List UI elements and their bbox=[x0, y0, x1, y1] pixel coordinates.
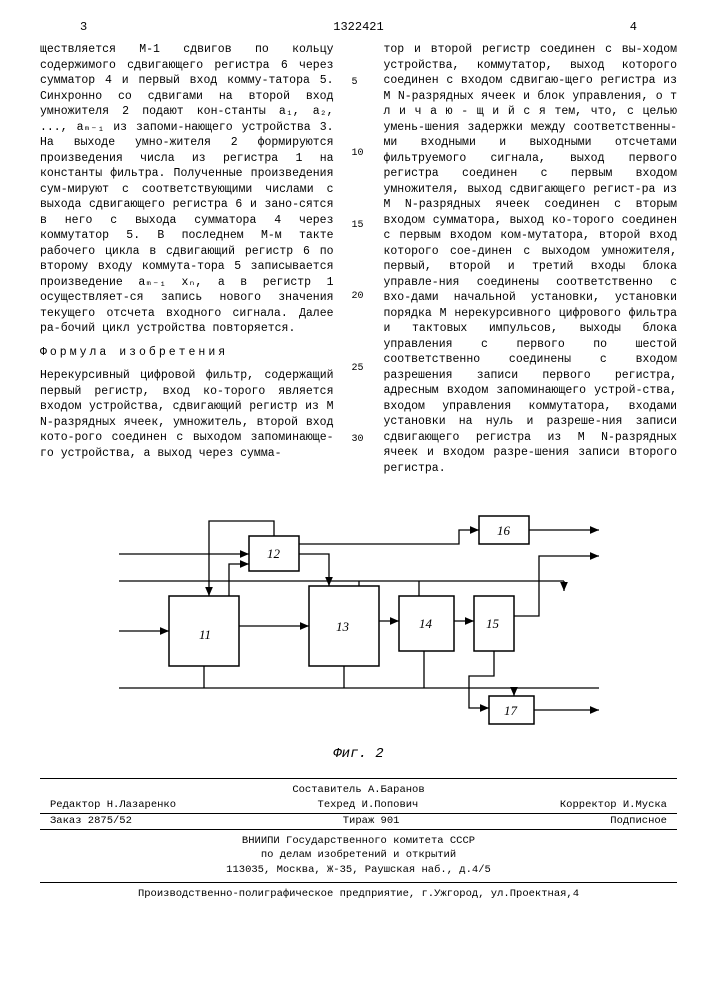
org-line-1: ВНИИПИ Государственного комитета СССР bbox=[40, 834, 677, 849]
svg-text:13: 13 bbox=[336, 619, 350, 634]
production-line: Производственно-полиграфическое предприя… bbox=[40, 882, 677, 902]
corrector: Корректор И.Муска bbox=[560, 798, 667, 813]
svg-text:12: 12 bbox=[267, 546, 281, 561]
order-number: Заказ 2875/52 bbox=[50, 814, 132, 829]
line-number: 10 bbox=[352, 147, 366, 161]
print-run: Тираж 901 bbox=[343, 814, 400, 829]
diagram-svg: 11 12 13 14 15 16 17 bbox=[119, 496, 599, 736]
editor: Редактор Н.Лазаренко bbox=[50, 798, 176, 813]
svg-text:14: 14 bbox=[419, 616, 433, 631]
formula-heading: Формула изобретения bbox=[40, 345, 334, 361]
diagram-caption: Фиг. 2 bbox=[40, 746, 677, 762]
left-para-2: Нерекурсивный цифровой фильтр, содержащи… bbox=[40, 368, 334, 461]
org-line-2: по делам изобретений и открытий bbox=[40, 848, 677, 863]
svg-text:11: 11 bbox=[199, 627, 211, 642]
tech-editor: Техред И.Попович bbox=[318, 798, 419, 813]
line-number: 20 bbox=[352, 290, 366, 304]
right-column: тор и второй регистр соединен с вы-ходом… bbox=[384, 42, 678, 476]
block-diagram: 11 12 13 14 15 16 17 bbox=[119, 496, 599, 736]
line-number: 5 bbox=[352, 76, 366, 90]
left-page-number: 3 bbox=[80, 20, 87, 34]
right-para-1: тор и второй регистр соединен с вы-ходом… bbox=[384, 42, 678, 476]
svg-text:17: 17 bbox=[504, 703, 518, 718]
right-page-number: 4 bbox=[630, 20, 637, 34]
line-number: 15 bbox=[352, 219, 366, 233]
org-address: 113035, Москва, Ж-35, Раушская наб., д.4… bbox=[40, 863, 677, 878]
line-number: 30 bbox=[352, 433, 366, 447]
footer: Составитель А.Баранов Редактор Н.Лазарен… bbox=[40, 778, 677, 901]
document-number: 1322421 bbox=[333, 20, 383, 34]
svg-text:16: 16 bbox=[497, 523, 511, 538]
compiler-line: Составитель А.Баранов bbox=[40, 783, 677, 798]
left-column: ществляется М-1 сдвигов по кольцу содерж… bbox=[40, 42, 334, 476]
left-para-1: ществляется М-1 сдвигов по кольцу содерж… bbox=[40, 42, 334, 337]
subscription: Подписное bbox=[610, 814, 667, 829]
page-header: 3 1322421 4 bbox=[40, 20, 677, 34]
line-number-gutter: 5 10 15 20 25 30 bbox=[352, 42, 366, 476]
text-columns: ществляется М-1 сдвигов по кольцу содерж… bbox=[40, 42, 677, 476]
line-number: 25 bbox=[352, 362, 366, 376]
svg-text:15: 15 bbox=[486, 616, 500, 631]
